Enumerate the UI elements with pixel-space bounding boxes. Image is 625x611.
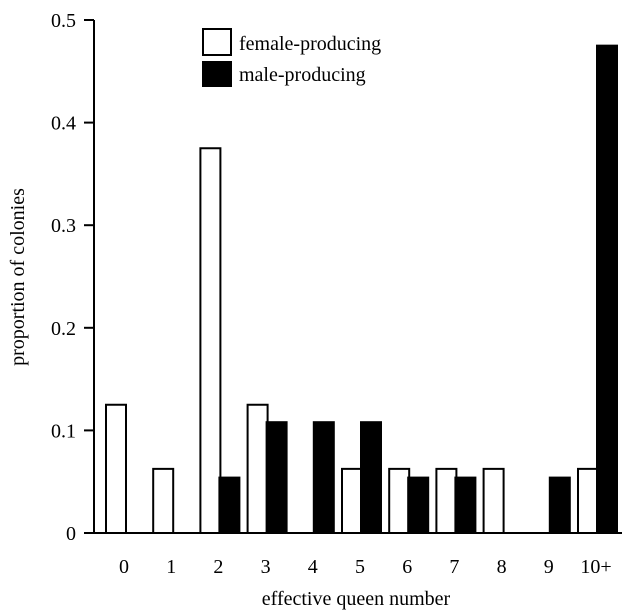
male-producing-bar-6 bbox=[407, 476, 430, 535]
y-tick-label: 0.4 bbox=[51, 113, 76, 135]
x-tick-label: 2 bbox=[213, 556, 223, 578]
female-producing-bar-3 bbox=[246, 403, 269, 534]
y-tick-label: 0 bbox=[66, 523, 76, 545]
y-ticks: 0 0.1 0.2 0.3 0.4 0.5 bbox=[51, 10, 94, 545]
female-producing-bar-2 bbox=[199, 147, 222, 534]
y-tick-label: 0.3 bbox=[51, 215, 76, 237]
legend-swatch-female bbox=[202, 28, 232, 56]
x-tick-label: 7 bbox=[449, 556, 459, 578]
x-tick-label: 9 bbox=[544, 556, 554, 578]
male-producing-bar-2 bbox=[218, 476, 241, 535]
y-tick-label: 0.2 bbox=[51, 318, 76, 340]
female-producing-bar-0 bbox=[105, 403, 127, 534]
male-producing-bar-4 bbox=[312, 421, 335, 534]
male-producing-bar-3 bbox=[265, 421, 288, 534]
x-tick-label: 3 bbox=[261, 556, 271, 578]
female-producing-bar-10+ bbox=[577, 467, 599, 534]
legend-label-female: female-producing bbox=[239, 33, 381, 55]
y-tick-label: 0.5 bbox=[51, 10, 76, 32]
male-producing-bar-9 bbox=[548, 476, 571, 535]
x-tick-label: 6 bbox=[402, 556, 412, 578]
legend: female-producing male-producing bbox=[202, 28, 381, 87]
y-axis-title: proportion of colonies bbox=[7, 188, 29, 366]
male-producing-bar-7 bbox=[454, 476, 477, 535]
x-tick-label: 0 bbox=[119, 556, 129, 578]
x-axis-title: effective queen number bbox=[262, 588, 451, 610]
x-tick-label: 5 bbox=[355, 556, 365, 578]
x-tick-label: 8 bbox=[497, 556, 507, 578]
male-producing-bar-10+ bbox=[596, 44, 618, 535]
female-producing-bar-5 bbox=[341, 467, 363, 534]
legend-swatch-male bbox=[202, 61, 232, 87]
x-tick-label: 10+ bbox=[580, 556, 611, 578]
x-tick-label: 4 bbox=[308, 556, 318, 578]
bars-group bbox=[105, 44, 618, 535]
male-producing-bar-5 bbox=[360, 421, 382, 534]
x-tick-label: 1 bbox=[166, 556, 176, 578]
female-producing-bar-8 bbox=[482, 467, 505, 534]
female-producing-bar-1 bbox=[152, 467, 175, 534]
y-tick-label: 0.1 bbox=[51, 420, 76, 442]
x-ticks: 0 1 2 3 4 5 6 7 8 9 10+ bbox=[119, 556, 612, 578]
legend-label-male: male-producing bbox=[239, 64, 366, 86]
female-producing-bar-7 bbox=[435, 467, 458, 534]
female-producing-bar-6 bbox=[388, 467, 411, 534]
